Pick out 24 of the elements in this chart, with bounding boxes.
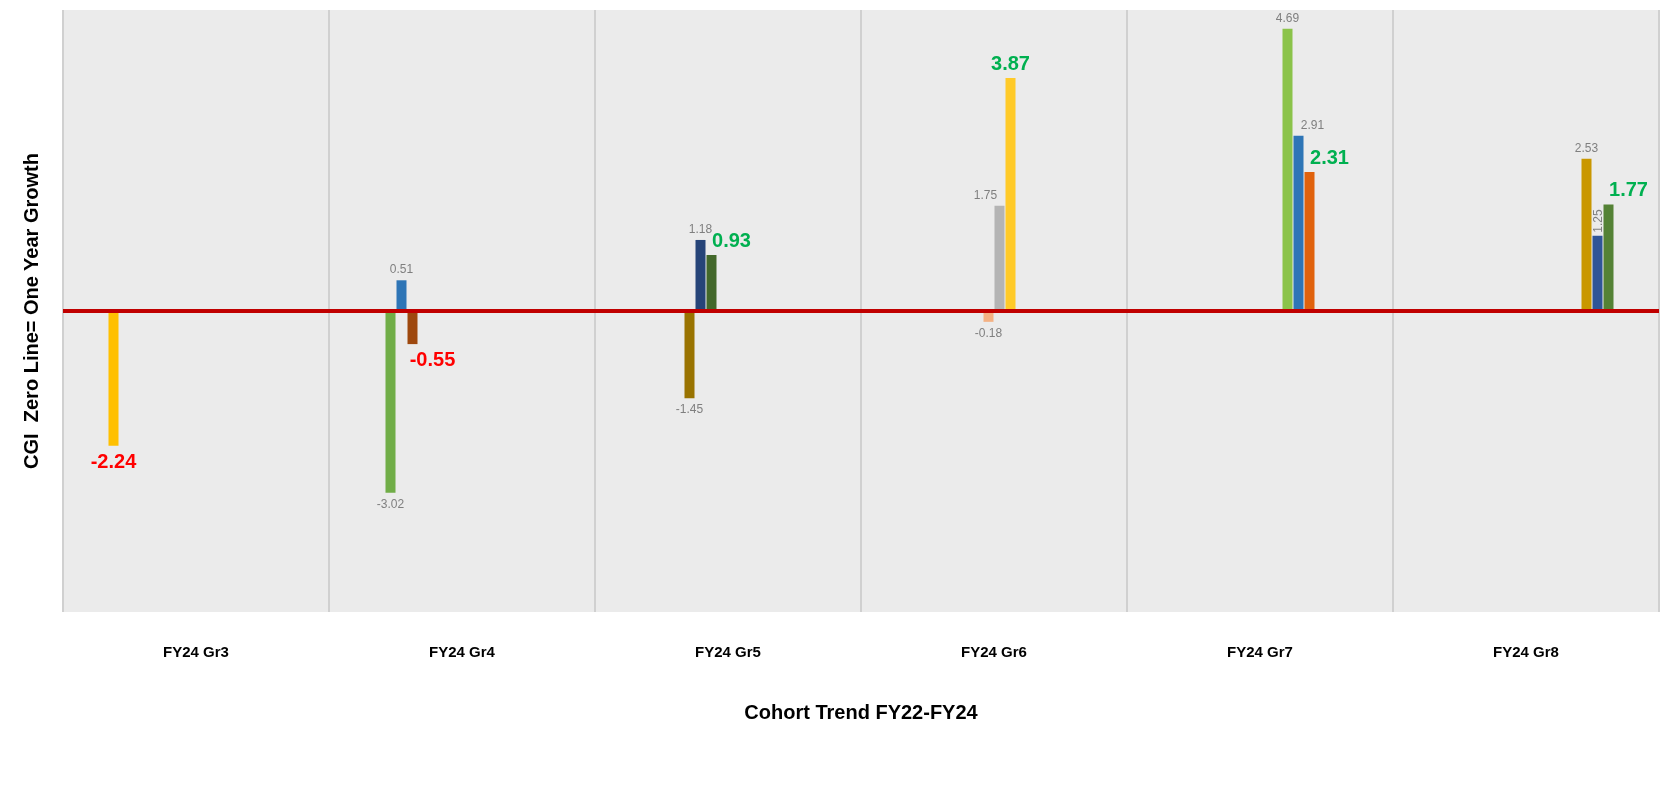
x-axis-title: Cohort Trend FY22-FY24 bbox=[744, 701, 979, 723]
y-axis-title: CGI Zero Line= One Year Growth bbox=[20, 153, 42, 469]
data-label: 1.75 bbox=[973, 187, 998, 202]
data-label: 2.91 bbox=[1300, 117, 1325, 132]
data-label: 3.87 bbox=[991, 52, 1030, 75]
data-label: -1.45 bbox=[675, 402, 704, 417]
x-tick-label: FY24 Gr7 bbox=[1227, 643, 1293, 660]
data-label: 0.93 bbox=[712, 229, 751, 252]
data-label: -3.02 bbox=[376, 496, 405, 511]
data-label: 4.69 bbox=[1275, 10, 1300, 25]
x-tick-label: FY24 Gr3 bbox=[163, 643, 229, 660]
data-label: 1.77 bbox=[1609, 178, 1648, 201]
x-tick-label: FY24 Gr4 bbox=[429, 643, 496, 660]
data-label: 1.18 bbox=[688, 221, 713, 236]
data-label: 2.53 bbox=[1574, 140, 1599, 155]
data-label: 2.31 bbox=[1310, 145, 1349, 168]
x-tick-label: FY24 Gr5 bbox=[695, 643, 761, 660]
x-tick-label: FY24 Gr6 bbox=[961, 643, 1027, 660]
data-label: -0.55 bbox=[409, 348, 456, 371]
data-label: 0.51 bbox=[389, 262, 414, 277]
data-label: 1.25 bbox=[1590, 209, 1605, 233]
data-label: -2.24 bbox=[90, 449, 138, 472]
x-tick-label: FY24 Gr8 bbox=[1493, 643, 1559, 660]
data-label: -0.18 bbox=[974, 325, 1003, 340]
